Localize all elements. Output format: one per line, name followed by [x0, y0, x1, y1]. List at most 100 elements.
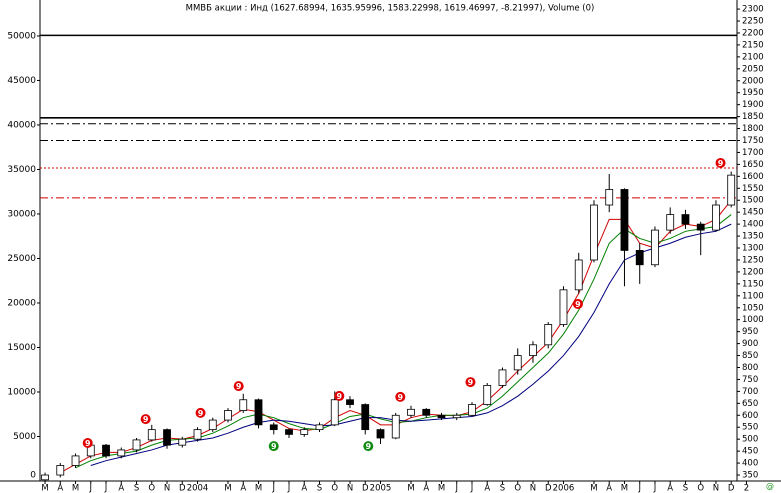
y2-tick-label: 2300 — [742, 5, 764, 15]
y2-tick-label: 1100 — [742, 291, 764, 301]
x-tick-label: A — [423, 484, 429, 493]
candle-body — [559, 289, 568, 325]
candle-body — [681, 214, 690, 225]
y2-tick-label: 350 — [742, 471, 758, 481]
x-tick-label: A — [301, 484, 307, 493]
x-tick-label: D — [728, 484, 735, 493]
candle-body — [132, 439, 141, 451]
candle-body — [651, 229, 659, 266]
signal-marker — [268, 441, 279, 452]
candle-body — [147, 429, 156, 441]
candle-body — [635, 250, 644, 266]
signal-marker — [195, 407, 206, 418]
y-tick-label: 35000 — [7, 165, 36, 175]
y2-tick-label: 1700 — [742, 148, 764, 158]
candle-body — [513, 355, 522, 371]
x-tick-label: N — [530, 484, 536, 493]
candle-body — [346, 399, 354, 405]
y2-tick-label: 1400 — [742, 220, 764, 230]
candle-body — [102, 444, 110, 457]
y2-tick-label: 450 — [742, 447, 758, 457]
x-tick-label: M — [590, 484, 597, 493]
candle-body — [224, 410, 232, 421]
candle-body — [376, 429, 385, 439]
x-tick-label: J — [271, 484, 275, 493]
y2-tick-label: 750 — [742, 375, 758, 385]
signal-label: 9 — [271, 442, 277, 451]
y2-tick-label: 400 — [742, 459, 758, 469]
candle-body — [285, 429, 293, 435]
candle-body — [544, 324, 553, 346]
signal-label: 9 — [85, 439, 91, 448]
candle-body — [163, 429, 171, 446]
x-tick-label: O — [331, 484, 338, 493]
y2-tick-label: 850 — [742, 351, 758, 361]
x-tick-label: S — [134, 484, 139, 493]
y-tick-label: 45000 — [7, 76, 36, 86]
x-tick-label: M — [72, 484, 79, 493]
signal-marker — [363, 441, 374, 452]
candle-body — [269, 424, 278, 431]
x-tick-label: A — [240, 484, 246, 493]
candle-body — [590, 204, 598, 261]
x-tick-label: 2004 — [187, 484, 209, 493]
candle-body — [422, 408, 431, 416]
y2-tick-label: 1600 — [742, 172, 764, 182]
candle-body — [498, 369, 507, 386]
candle-body — [239, 399, 248, 411]
candle-body — [193, 429, 202, 440]
candle-body — [666, 214, 675, 231]
y2-tick-label: 700 — [742, 387, 758, 397]
signal-marker — [465, 377, 476, 388]
x-tick-label: 2006 — [553, 484, 575, 493]
y-tick-label: 25000 — [7, 254, 36, 264]
x-tick-label: M — [224, 484, 231, 493]
candle-body — [712, 204, 720, 231]
x-tick-label: J — [454, 484, 458, 493]
y2-tick-label: 1550 — [742, 184, 764, 194]
y2-tick-label: 1950 — [742, 88, 764, 98]
x-tick-label: D — [362, 484, 369, 493]
y2-tick-label: 1200 — [742, 267, 764, 277]
candle-body — [315, 424, 324, 431]
y2-tick-label: 2250 — [742, 17, 764, 27]
y2-tick-label: 2000 — [742, 76, 764, 86]
y2-tick-label: 1450 — [742, 208, 764, 218]
y2-tick-label: 800 — [742, 363, 758, 373]
candle-body — [574, 259, 583, 291]
x-tick-label: M — [621, 484, 628, 493]
signal-marker — [334, 390, 345, 401]
y2-tick-label: 1850 — [742, 112, 764, 122]
y2-tick-label: 1800 — [742, 124, 764, 134]
y2-tick-label: 1050 — [742, 303, 764, 313]
candle-body — [254, 399, 263, 426]
candle-body — [330, 399, 339, 426]
y-tick-label: 50000 — [7, 31, 36, 41]
candle-body — [605, 189, 614, 206]
signal-label: 9 — [337, 392, 343, 401]
y-tick-label: 30000 — [7, 209, 36, 219]
y2-tick-label: 1150 — [742, 279, 764, 289]
signal-marker — [233, 381, 244, 392]
x-tick-label: O — [148, 484, 155, 493]
x-tick-label: A — [118, 484, 124, 493]
y2-tick-label: 1000 — [742, 315, 764, 325]
signal-label: 9 — [575, 300, 581, 309]
candle-body — [452, 414, 461, 419]
y-tick-label: 15000 — [7, 343, 36, 353]
y2-tick-label: 1350 — [742, 232, 764, 242]
signal-label: 9 — [143, 415, 149, 424]
candle-body — [117, 449, 126, 457]
x-tick-label: J — [637, 484, 641, 493]
candle-body — [361, 404, 370, 431]
x-tick-label: M — [41, 484, 48, 493]
x-tick-label: N — [347, 484, 353, 493]
x-tick-label: S — [317, 484, 322, 493]
x-tick-label: J — [653, 484, 657, 493]
x-tick-label: M — [407, 484, 414, 493]
signal-label: 9 — [468, 378, 474, 387]
y-tick-label: 10000 — [7, 387, 36, 397]
candle-body — [468, 404, 476, 416]
y2-tick-label: 900 — [742, 339, 758, 349]
signal-label: 9 — [398, 393, 404, 402]
